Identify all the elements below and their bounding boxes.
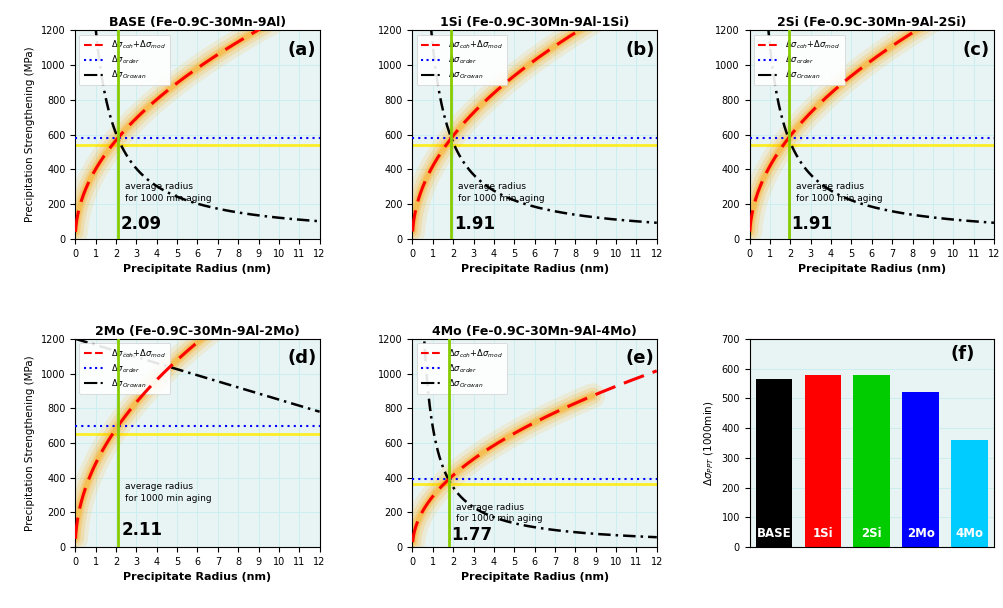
X-axis label: Precipitate Radius (nm): Precipitate Radius (nm) [123, 573, 271, 582]
Legend: $\Delta\sigma_{coh}$+$\Delta\sigma_{mod}$, $\Delta\sigma_{order}$, $\Delta\sigma: $\Delta\sigma_{coh}$+$\Delta\sigma_{mod}… [79, 343, 171, 394]
Text: 1Si: 1Si [811, 527, 832, 540]
Text: 2.09: 2.09 [120, 215, 161, 233]
Bar [803, 375, 841, 547]
X-axis label: Precipitate Radius (nm): Precipitate Radius (nm) [460, 264, 608, 274]
Text: average radius
for 1000 min aging: average radius for 1000 min aging [794, 182, 882, 202]
Legend: $\Delta\sigma_{coh}$+$\Delta\sigma_{mod}$, $\Delta\sigma_{order}$, $\Delta\sigma: $\Delta\sigma_{coh}$+$\Delta\sigma_{mod}… [79, 35, 171, 85]
Y-axis label: $\Delta\sigma_{PPT}$ (1000min): $\Delta\sigma_{PPT}$ (1000min) [701, 400, 715, 486]
Text: (c): (c) [961, 41, 988, 59]
Text: (f): (f) [949, 345, 974, 363]
Text: (a): (a) [288, 41, 316, 59]
X-axis label: Precipitate Radius (nm): Precipitate Radius (nm) [797, 264, 945, 274]
Text: (b): (b) [625, 41, 654, 59]
Title: 2Si (Fe-0.9C-30Mn-9Al-2Si): 2Si (Fe-0.9C-30Mn-9Al-2Si) [776, 16, 966, 29]
Bar [755, 379, 791, 547]
Legend: $\Delta\sigma_{coh}$+$\Delta\sigma_{mod}$, $\Delta\sigma_{order}$, $\Delta\sigma: $\Delta\sigma_{coh}$+$\Delta\sigma_{mod}… [753, 35, 844, 85]
Text: (d): (d) [288, 349, 317, 367]
Y-axis label: Precipitation Strengthening (MPa): Precipitation Strengthening (MPa) [25, 355, 35, 531]
Text: 1.91: 1.91 [454, 215, 494, 233]
Y-axis label: Precipitation Strengthening (MPa): Precipitation Strengthening (MPa) [25, 47, 35, 223]
Title: 2Mo (Fe-0.9C-30Mn-9Al-2Mo): 2Mo (Fe-0.9C-30Mn-9Al-2Mo) [95, 325, 300, 337]
Text: 2Si: 2Si [861, 527, 882, 540]
Text: (e): (e) [625, 349, 653, 367]
Text: average radius
for 1000 min aging: average radius for 1000 min aging [458, 182, 545, 202]
Bar [853, 375, 890, 547]
Text: average radius
for 1000 min aging: average radius for 1000 min aging [124, 182, 212, 202]
Text: 2Mo: 2Mo [906, 527, 934, 540]
Legend: $\Delta\sigma_{coh}$+$\Delta\sigma_{mod}$, $\Delta\sigma_{order}$, $\Delta\sigma: $\Delta\sigma_{coh}$+$\Delta\sigma_{mod}… [416, 35, 507, 85]
X-axis label: Precipitate Radius (nm): Precipitate Radius (nm) [123, 264, 271, 274]
Bar [902, 392, 938, 547]
Text: 1.91: 1.91 [790, 215, 831, 233]
Text: average radius
for 1000 min aging: average radius for 1000 min aging [455, 503, 542, 523]
Legend: $\Delta\sigma_{coh}$+$\Delta\sigma_{mod}$, $\Delta\sigma_{order}$, $\Delta\sigma: $\Delta\sigma_{coh}$+$\Delta\sigma_{mod}… [416, 343, 507, 394]
Bar [950, 440, 987, 547]
Text: 4Mo: 4Mo [955, 527, 983, 540]
Text: 2.11: 2.11 [121, 521, 162, 539]
Title: 4Mo (Fe-0.9C-30Mn-9Al-4Mo): 4Mo (Fe-0.9C-30Mn-9Al-4Mo) [431, 325, 637, 337]
Title: BASE (Fe-0.9C-30Mn-9Al): BASE (Fe-0.9C-30Mn-9Al) [108, 16, 286, 29]
Text: average radius
for 1000 min aging: average radius for 1000 min aging [125, 482, 212, 503]
Text: 1.77: 1.77 [451, 527, 492, 544]
X-axis label: Precipitate Radius (nm): Precipitate Radius (nm) [460, 573, 608, 582]
Title: 1Si (Fe-0.9C-30Mn-9Al-1Si): 1Si (Fe-0.9C-30Mn-9Al-1Si) [439, 16, 629, 29]
Text: BASE: BASE [756, 527, 790, 540]
